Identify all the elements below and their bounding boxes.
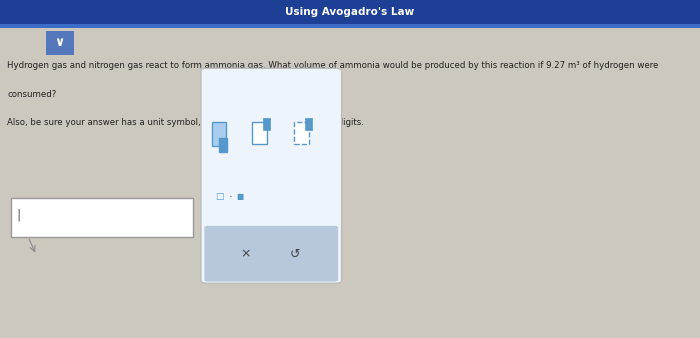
- Bar: [252, 122, 267, 144]
- Text: ↺: ↺: [289, 248, 300, 261]
- Text: □: □: [215, 192, 223, 201]
- Text: ∨: ∨: [55, 37, 64, 49]
- Text: ×: ×: [240, 248, 251, 261]
- Text: ■: ■: [236, 192, 243, 201]
- Bar: [304, 118, 312, 130]
- Text: |: |: [16, 209, 20, 222]
- FancyBboxPatch shape: [204, 226, 338, 282]
- Bar: [0, 24, 700, 28]
- Text: ·: ·: [229, 192, 232, 202]
- Bar: [0, 0, 700, 24]
- Text: Using Avogadro's Law: Using Avogadro's Law: [286, 7, 414, 17]
- Bar: [262, 118, 270, 130]
- Text: Hydrogen gas and nitrogen gas react to form ammonia gas. What volume of ammonia : Hydrogen gas and nitrogen gas react to f…: [7, 61, 659, 70]
- FancyBboxPatch shape: [46, 31, 74, 55]
- FancyBboxPatch shape: [201, 68, 342, 283]
- Bar: [10, 198, 192, 237]
- Text: Also, be sure your answer has a unit symbol, and is rounded to 3 significant dig: Also, be sure your answer has a unit sym…: [7, 118, 364, 127]
- Bar: [219, 138, 228, 152]
- Text: consumed?: consumed?: [7, 90, 56, 99]
- Bar: [294, 122, 309, 144]
- Bar: [212, 122, 226, 146]
